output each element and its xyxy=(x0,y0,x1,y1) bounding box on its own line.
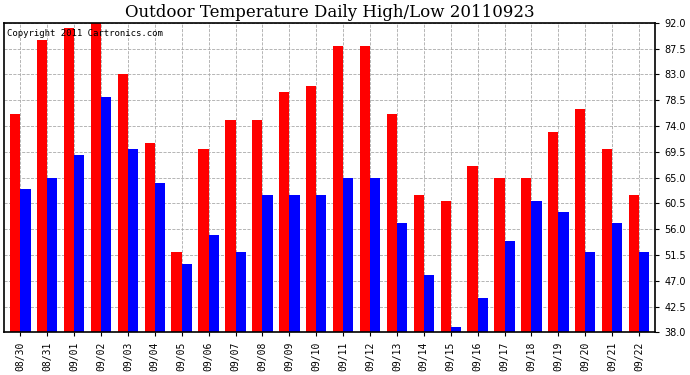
Bar xyxy=(253,120,262,332)
Bar xyxy=(172,252,181,332)
Bar xyxy=(91,17,101,332)
Bar xyxy=(64,28,74,332)
Bar xyxy=(20,189,30,332)
Bar xyxy=(47,178,57,332)
Bar xyxy=(558,212,569,332)
Bar xyxy=(279,92,289,332)
Bar xyxy=(316,195,326,332)
Bar xyxy=(262,195,273,332)
Bar xyxy=(629,195,639,332)
Bar xyxy=(386,114,397,332)
Bar xyxy=(37,40,47,332)
Bar xyxy=(226,120,235,332)
Bar xyxy=(548,132,558,332)
Bar xyxy=(477,298,488,332)
Bar xyxy=(424,275,434,332)
Bar xyxy=(531,201,542,332)
Bar xyxy=(451,327,461,332)
Bar xyxy=(370,178,380,332)
Bar xyxy=(74,154,84,332)
Bar xyxy=(128,149,138,332)
Bar xyxy=(199,149,208,332)
Bar xyxy=(10,114,20,332)
Bar xyxy=(343,178,353,332)
Bar xyxy=(359,46,370,332)
Bar xyxy=(118,74,128,332)
Bar xyxy=(397,224,407,332)
Bar xyxy=(333,46,343,332)
Bar xyxy=(504,241,515,332)
Bar xyxy=(289,195,299,332)
Bar xyxy=(145,143,155,332)
Bar xyxy=(208,235,219,332)
Bar xyxy=(440,201,451,332)
Bar xyxy=(413,195,424,332)
Bar xyxy=(575,109,585,332)
Bar xyxy=(306,86,316,332)
Bar xyxy=(155,183,165,332)
Bar xyxy=(494,178,504,332)
Bar xyxy=(639,252,649,332)
Bar xyxy=(602,149,612,332)
Title: Outdoor Temperature Daily High/Low 20110923: Outdoor Temperature Daily High/Low 20110… xyxy=(125,4,535,21)
Text: Copyright 2011 Cartronics.com: Copyright 2011 Cartronics.com xyxy=(8,29,164,38)
Bar xyxy=(235,252,246,332)
Bar xyxy=(101,97,111,332)
Bar xyxy=(467,166,477,332)
Bar xyxy=(521,178,531,332)
Bar xyxy=(585,252,595,332)
Bar xyxy=(612,224,622,332)
Bar xyxy=(181,264,192,332)
